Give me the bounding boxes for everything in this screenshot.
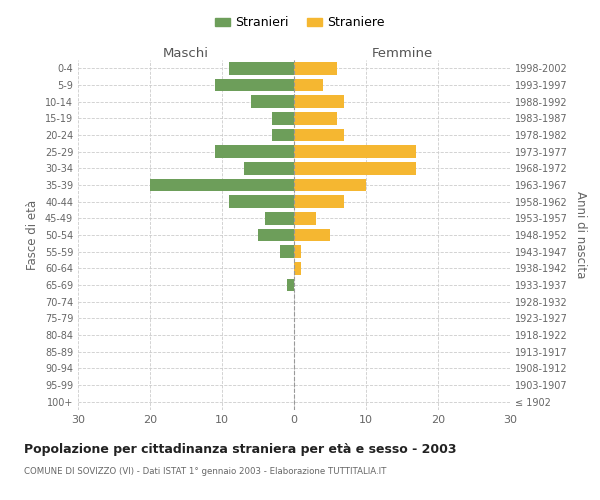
Y-axis label: Anni di nascita: Anni di nascita	[574, 192, 587, 278]
Bar	[150, 179, 294, 192]
Text: Femmine: Femmine	[371, 47, 433, 60]
Bar	[294, 112, 337, 124]
Bar	[294, 246, 301, 258]
Bar	[294, 79, 323, 92]
Bar	[215, 79, 294, 92]
Bar	[287, 279, 294, 291]
Bar	[272, 112, 294, 124]
Text: Maschi: Maschi	[163, 47, 209, 60]
Bar	[294, 179, 366, 192]
Bar	[251, 96, 294, 108]
Bar	[265, 212, 294, 224]
Bar	[272, 129, 294, 141]
Bar	[294, 162, 416, 174]
Y-axis label: Fasce di età: Fasce di età	[26, 200, 39, 270]
Bar	[294, 212, 316, 224]
Bar	[258, 229, 294, 241]
Bar	[294, 62, 337, 74]
Bar	[294, 262, 301, 274]
Bar	[294, 196, 344, 208]
Text: COMUNE DI SOVIZZO (VI) - Dati ISTAT 1° gennaio 2003 - Elaborazione TUTTITALIA.IT: COMUNE DI SOVIZZO (VI) - Dati ISTAT 1° g…	[24, 468, 386, 476]
Bar	[294, 96, 344, 108]
Bar	[294, 229, 330, 241]
Bar	[229, 196, 294, 208]
Bar	[229, 62, 294, 74]
Bar	[280, 246, 294, 258]
Legend: Stranieri, Straniere: Stranieri, Straniere	[210, 11, 390, 34]
Text: Popolazione per cittadinanza straniera per età e sesso - 2003: Popolazione per cittadinanza straniera p…	[24, 442, 457, 456]
Bar	[294, 129, 344, 141]
Bar	[244, 162, 294, 174]
Bar	[294, 146, 416, 158]
Bar	[215, 146, 294, 158]
